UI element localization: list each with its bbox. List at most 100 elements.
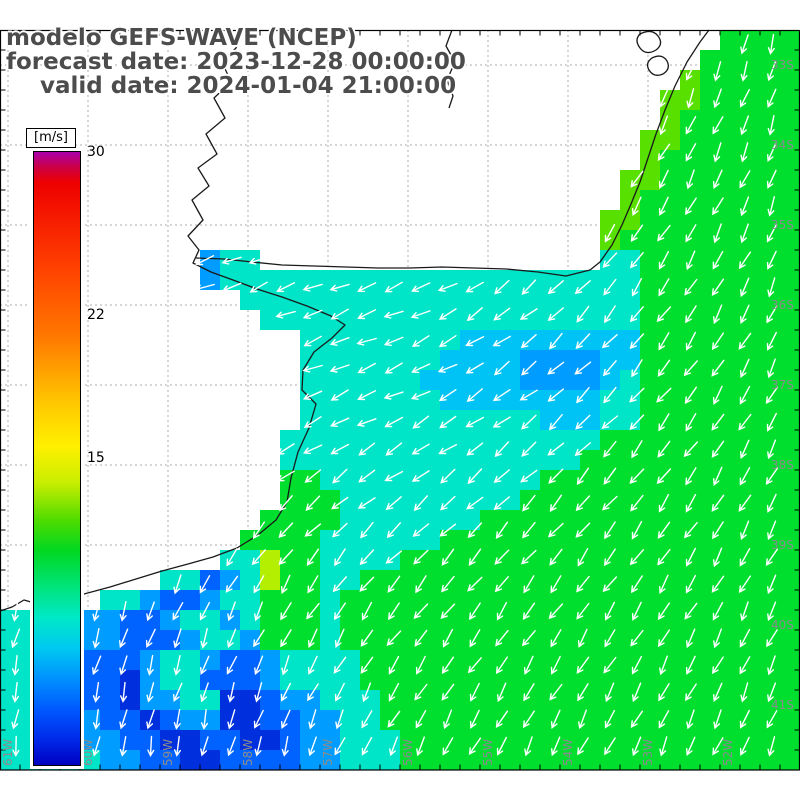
direction-arrow: [227, 736, 237, 757]
direction-arrow: [684, 683, 697, 702]
lat-label: 39S: [771, 538, 794, 552]
direction-arrow: [551, 736, 561, 757]
direction-arrow: [493, 360, 510, 376]
direction-arrow: [631, 601, 642, 621]
direction-arrow: [302, 364, 323, 373]
direction-arrow: [281, 574, 291, 595]
direction-arrow: [466, 442, 484, 456]
direction-arrow: [686, 709, 695, 730]
direction-arrow: [276, 470, 295, 482]
direction-arrow: [574, 442, 591, 457]
direction-arrow: [253, 709, 264, 729]
direction-arrow: [302, 444, 323, 455]
direction-arrow: [387, 575, 401, 593]
direction-arrow: [658, 196, 669, 216]
direction-arrow: [575, 495, 591, 512]
axis-labels-layer: 33S 34S 35S 36S 37S 38S 39S 40S 41S 61W 60W 59W 58W 5…: [1, 58, 794, 766]
direction-arrow: [437, 363, 458, 373]
direction-arrow: [604, 601, 615, 621]
direction-arrow: [276, 443, 295, 455]
direction-arrow: [575, 333, 591, 350]
direction-arrow: [520, 334, 537, 349]
direction-arrow: [410, 390, 431, 400]
lat-label: 36S: [771, 298, 794, 312]
direction-arrow: [440, 495, 456, 511]
direction-arrow: [254, 736, 262, 757]
direction-arrow: [384, 362, 403, 374]
direction-arrow: [416, 736, 425, 757]
direction-arrow: [200, 708, 209, 730]
direction-arrow: [740, 223, 749, 244]
direction-arrow: [766, 223, 778, 243]
direction-arrow: [307, 683, 319, 702]
direction-arrow: [739, 656, 751, 675]
direction-arrow: [278, 522, 294, 538]
direction-arrow: [765, 467, 779, 486]
direction-arrow: [767, 88, 777, 109]
direction-arrow: [657, 359, 671, 377]
direction-arrow: [631, 277, 643, 297]
direction-arrow: [549, 332, 563, 350]
direction-arrow: [604, 737, 616, 756]
direction-arrow: [547, 442, 565, 456]
direction-arrow: [466, 388, 483, 403]
direction-arrow: [522, 494, 536, 512]
direction-arrow: [92, 628, 100, 649]
direction-arrow: [227, 709, 236, 730]
lat-label: 37S: [771, 378, 794, 392]
direction-arrow: [523, 575, 535, 594]
colorbar-unit-label: [m/s]: [26, 128, 76, 148]
lat-label: 40S: [771, 618, 794, 632]
direction-arrow: [740, 115, 749, 136]
direction-arrow: [173, 655, 181, 676]
direction-arrow: [630, 494, 644, 512]
direction-arrow: [603, 467, 617, 485]
direction-arrow: [254, 601, 263, 622]
direction-arrow: [686, 250, 696, 271]
direction-arrow: [738, 251, 751, 270]
direction-arrow: [384, 416, 404, 428]
direction-arrow: [711, 278, 725, 297]
direction-arrow: [767, 736, 776, 757]
direction-arrow: [574, 280, 591, 295]
direction-arrow: [92, 655, 102, 676]
direction-arrow: [549, 548, 563, 566]
direction-arrow: [711, 494, 725, 512]
direction-arrow: [713, 142, 722, 163]
direction-arrow: [360, 656, 374, 674]
direction-arrow: [767, 655, 776, 676]
direction-arrow: [602, 495, 618, 511]
direction-arrow: [200, 655, 210, 676]
direction-arrow: [738, 332, 752, 350]
direction-arrow: [713, 547, 723, 568]
direction-arrow: [492, 335, 511, 347]
direction-arrow: [467, 576, 483, 592]
direction-arrow: [496, 601, 508, 621]
direction-arrow: [221, 282, 242, 292]
direction-arrow: [629, 387, 645, 403]
direction-arrow: [146, 654, 154, 676]
coastline: [0, 29, 346, 612]
direction-arrow: [119, 601, 127, 622]
direction-arrow: [547, 361, 565, 375]
direction-arrow: [738, 413, 752, 431]
direction-arrow: [659, 655, 668, 676]
colorbar-tick-30: 30: [87, 144, 105, 160]
direction-arrow: [629, 414, 645, 430]
direction-arrow: [629, 468, 645, 484]
direction-arrow: [303, 335, 322, 347]
direction-arrow: [361, 736, 373, 756]
direction-arrow: [415, 710, 427, 729]
direction-arrow: [765, 548, 779, 566]
direction-arrow: [577, 737, 589, 756]
direction-arrow: [548, 468, 564, 484]
direction-arrow: [387, 602, 400, 621]
direction-arrow: [278, 495, 293, 512]
direction-arrow: [685, 493, 697, 513]
direction-arrow: [360, 629, 374, 647]
arrows-layer: [11, 33, 779, 757]
direction-arrow: [495, 629, 509, 647]
direction-arrow: [358, 469, 376, 483]
direction-arrow: [522, 521, 536, 539]
direction-arrow: [711, 332, 724, 351]
